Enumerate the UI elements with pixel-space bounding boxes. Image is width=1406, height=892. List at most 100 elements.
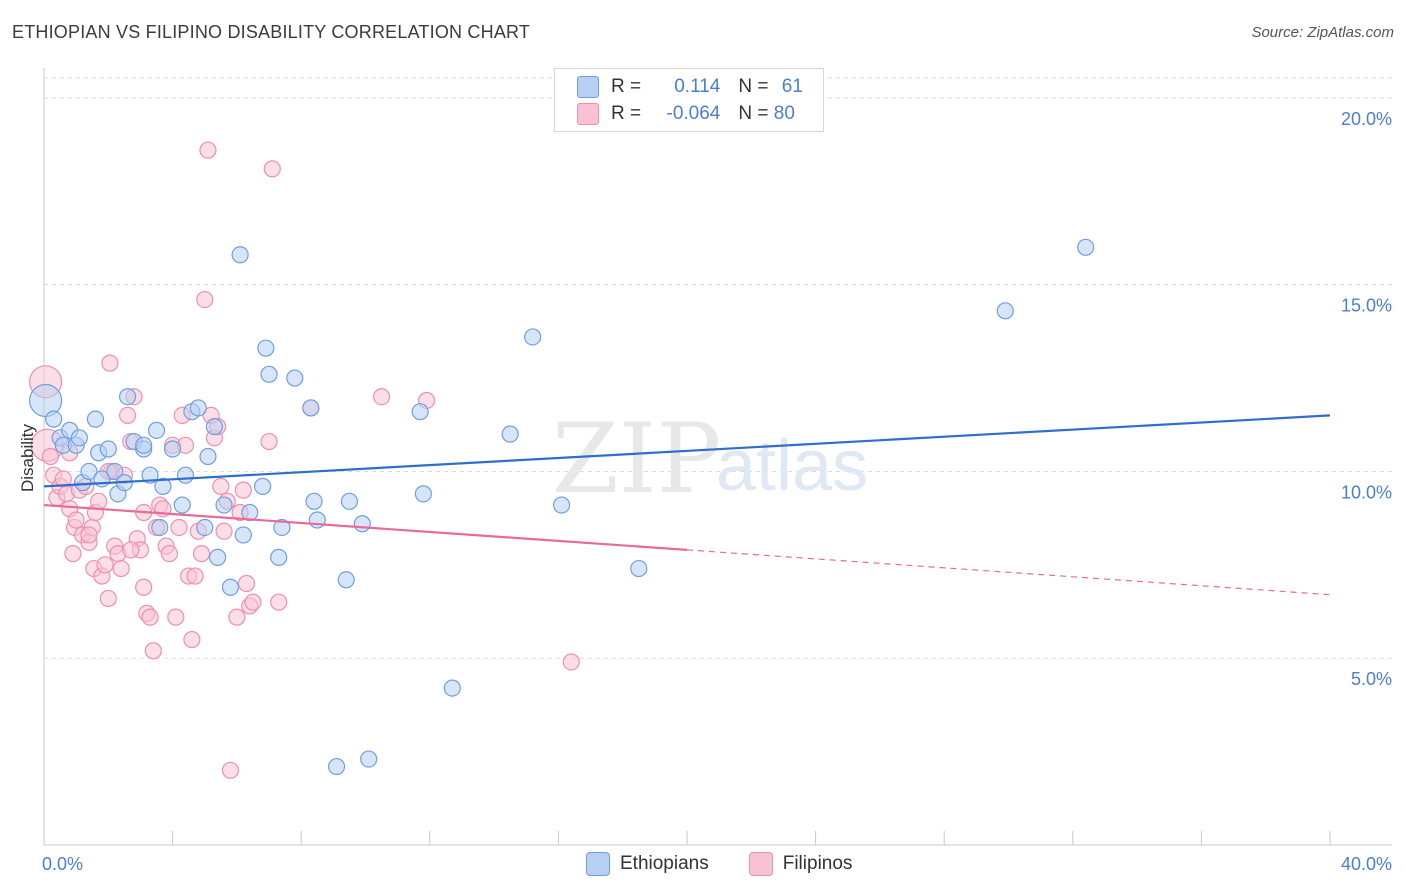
chart-title: ETHIOPIAN VS FILIPINO DISABILITY CORRELA…	[12, 22, 531, 42]
ethiopians-point	[305, 492, 323, 510]
legend-row-ethiopians: R = 0.114 N = 61	[577, 74, 803, 100]
ethiopians-point	[99, 440, 117, 458]
filipinos-point	[112, 559, 130, 578]
trend-lines	[43, 414, 1331, 596]
legend-n-label: N =	[738, 76, 774, 97]
ethiopians-point	[241, 503, 259, 522]
ethiopians-point	[360, 750, 378, 768]
legend-r-label: R =	[611, 103, 647, 124]
filipinos-trend-line	[43, 503, 688, 551]
ethiopians-point	[189, 399, 207, 417]
legend-r-value: -0.064	[666, 103, 721, 124]
ethiopians-point	[1077, 238, 1095, 256]
ethiopians-point	[273, 518, 291, 537]
ethiopians-point	[443, 679, 461, 697]
filipinos-point	[215, 522, 233, 540]
filipinos-point	[118, 406, 137, 425]
filipinos-point	[170, 518, 188, 537]
filipinos-point	[244, 593, 262, 611]
filipinos-point	[135, 578, 153, 596]
ethiopians-trend-line	[43, 414, 1331, 488]
source-label: Source: ZipAtlas.com	[1251, 24, 1394, 41]
ethiopians-legend-swatch	[586, 852, 610, 876]
ethiopians-point	[176, 466, 195, 484]
ethiopians-point	[154, 477, 172, 495]
filipinos-point	[199, 141, 217, 159]
ethiopians-point	[215, 496, 233, 514]
filipinos-point	[183, 630, 201, 649]
ethiopians-point	[302, 399, 320, 417]
ethiopians-point	[411, 403, 429, 421]
ethiopians-point	[260, 365, 278, 383]
ethiopians-point	[414, 485, 432, 503]
ethiopians-point	[199, 447, 217, 466]
ethiopians-point	[996, 302, 1014, 320]
filipinos-point	[237, 574, 256, 593]
ethiopians-point	[234, 526, 252, 544]
filipinos-point	[96, 556, 114, 574]
ethiopians-point	[80, 462, 98, 481]
y-tick-label-3: 20.0%	[1341, 109, 1392, 129]
ethiopians-point	[553, 496, 571, 514]
ethiopians-point	[231, 246, 249, 264]
legend-n-value: 61	[781, 76, 803, 97]
filipinos-point	[64, 545, 82, 563]
watermark-atlas: atlas	[716, 426, 868, 506]
ethiopians-point	[257, 339, 275, 357]
x-tick-label-left: 0.0%	[42, 854, 83, 874]
ethiopians-point	[286, 369, 304, 387]
y-tick-labels: 5.0% 10.0% 15.0% 20.0%	[1341, 109, 1392, 689]
filipinos-point	[160, 545, 178, 563]
y-tick-label-1: 10.0%	[1341, 482, 1392, 502]
ethiopians-points	[29, 238, 1095, 776]
ethiopians-point	[501, 425, 519, 443]
filipinos-point	[41, 447, 60, 466]
filipinos-point	[562, 653, 580, 671]
watermark-zip: ZIP	[552, 403, 721, 515]
ethiopians-point	[141, 466, 159, 484]
ethiopians-point	[524, 328, 542, 346]
filipinos-point	[228, 608, 246, 626]
ethiopians-point	[205, 418, 223, 436]
ethiopians-point	[630, 559, 648, 578]
ethiopians-point	[106, 462, 124, 481]
filipinos-point	[221, 761, 240, 779]
ethiopians-point	[164, 440, 182, 458]
filipinos-point	[263, 160, 281, 178]
filipinos-point	[122, 541, 140, 559]
legend-r-value: 0.114	[674, 76, 721, 97]
ethiopians-point	[86, 410, 105, 428]
ethiopians-point	[254, 477, 272, 495]
filipinos-point	[234, 481, 252, 499]
legend-row-filipinos: R = -0.064 N = 80	[577, 101, 795, 127]
ethiopians-point	[196, 518, 214, 537]
ethiopians-point	[118, 388, 137, 406]
filipinos-point	[67, 511, 85, 529]
ethiopians-point	[270, 548, 288, 566]
filipinos-swatch	[577, 103, 599, 125]
ethiopians-point	[135, 436, 153, 454]
filipinos-point	[372, 388, 391, 406]
ethiopians-point	[151, 518, 169, 537]
ethiopians-point	[45, 410, 63, 428]
filipinos-trend-extension	[686, 549, 1331, 596]
gridlines	[44, 77, 1392, 659]
y-tick-label-0: 5.0%	[1351, 669, 1392, 689]
ethiopians-legend-label: Ethiopians	[620, 853, 709, 874]
filipinos-point	[196, 291, 214, 309]
correlation-legend: R = 0.114 N = 61 R = -0.064 N = 80	[554, 68, 824, 132]
legend-n-label: N =	[738, 103, 774, 124]
ethiopians-point	[70, 429, 88, 447]
ethiopians-point	[221, 578, 240, 596]
filipinos-point	[144, 642, 162, 660]
ethiopians-swatch	[577, 76, 599, 98]
ethiopians-point	[337, 571, 355, 589]
filipinos-point	[186, 567, 204, 585]
ethiopians-point	[147, 421, 166, 439]
y-axis-label: Disability	[18, 423, 37, 492]
filipinos-point	[90, 492, 108, 510]
legend-r-label: R =	[611, 76, 647, 97]
ethiopians-point	[340, 492, 359, 510]
ethiopians-point	[209, 548, 227, 566]
